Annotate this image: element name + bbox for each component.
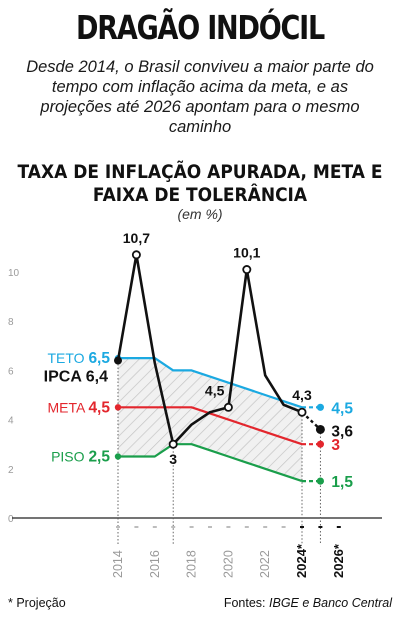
ipca-point-label: 3 bbox=[169, 451, 177, 467]
ipca-point bbox=[315, 424, 325, 434]
chart-title: TAXA DE INFLAÇÃO APURADA, META E FAIXA D… bbox=[17, 162, 383, 206]
teto-line bbox=[118, 357, 303, 409]
ipca-point bbox=[297, 407, 307, 417]
meta-start-point bbox=[114, 404, 122, 411]
ipca-legend: IPCA 6,4 bbox=[44, 369, 108, 386]
source-names: IBGE e Banco Central bbox=[269, 596, 392, 610]
ipca-point-label: 10,7 bbox=[123, 230, 150, 246]
y-tick-label: 0 bbox=[8, 514, 14, 525]
ipca-point-label: 3,6 bbox=[331, 423, 353, 440]
teto-end-point bbox=[316, 403, 324, 411]
headline: DRAGÃO INDÓCIL bbox=[76, 8, 325, 47]
y-tick-label: 8 bbox=[8, 317, 14, 328]
ipca-projection-line bbox=[301, 411, 322, 431]
x-tick-label: 2022 bbox=[258, 550, 272, 578]
meta-legend: META 4,5 bbox=[47, 399, 110, 416]
ipca-point-label: 4,3 bbox=[292, 387, 312, 403]
x-tick-label: 2014 bbox=[111, 550, 125, 578]
ipca-point bbox=[242, 265, 252, 275]
ipca-start-point bbox=[114, 356, 122, 365]
ipca-point bbox=[223, 402, 233, 412]
y-tick-label: 10 bbox=[8, 268, 20, 279]
x-tick-label: 2024* bbox=[294, 543, 309, 578]
x-tick-label: 2018 bbox=[185, 550, 199, 578]
meta-end-label: 3 bbox=[331, 437, 340, 454]
piso-end-label: 1,5 bbox=[331, 474, 353, 491]
y-tick-label: 2 bbox=[8, 465, 14, 476]
ipca-point-label: 4,5 bbox=[205, 382, 225, 398]
teto-legend: TETO 6,5 bbox=[47, 350, 110, 367]
piso-end-point bbox=[316, 477, 324, 485]
source-prefix: Fontes: bbox=[223, 596, 270, 610]
subtitle: Desde 2014, o Brasil conviveu a maior pa… bbox=[26, 58, 374, 136]
x-tick-label: 2016 bbox=[148, 550, 162, 578]
x-tick-label: 2026* bbox=[331, 543, 346, 578]
piso-legend: PISO 2,5 bbox=[51, 449, 110, 466]
ipca-point-label: 10,1 bbox=[233, 245, 260, 261]
piso-start-point bbox=[114, 453, 122, 460]
projection-footnote: * Projeção bbox=[8, 596, 66, 610]
ipca-point bbox=[131, 250, 141, 260]
teto-end-label: 4,5 bbox=[331, 400, 353, 417]
piso-line bbox=[118, 443, 303, 483]
y-tick-label: 6 bbox=[8, 366, 14, 377]
meta-end-point bbox=[316, 440, 324, 448]
source-credit: Fontes: IBGE e Banco Central bbox=[224, 596, 392, 610]
x-tick-label: 2020 bbox=[221, 550, 235, 578]
chart-units: (em %) bbox=[177, 206, 223, 222]
ipca-line bbox=[116, 253, 303, 446]
ipca-point bbox=[168, 439, 178, 449]
y-tick-label: 4 bbox=[8, 416, 14, 427]
